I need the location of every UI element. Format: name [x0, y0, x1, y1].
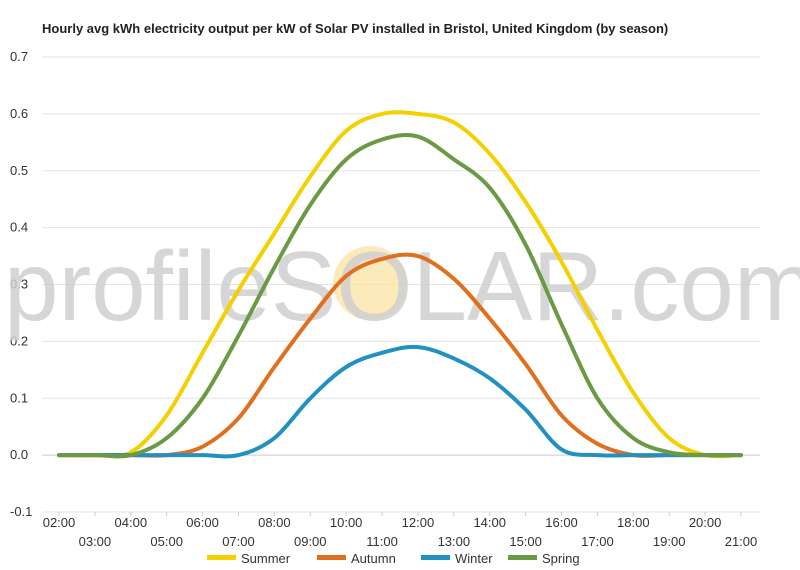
legend-label: Spring — [542, 551, 580, 566]
x-tick-label: 07:00 — [222, 534, 255, 549]
legend-label: Summer — [241, 551, 291, 566]
x-tick-label: 05:00 — [150, 534, 183, 549]
y-tick-label: -0.1 — [10, 504, 32, 519]
legend-swatch — [317, 555, 346, 560]
series-line-summer — [57, 110, 743, 459]
series-line-spring — [57, 133, 743, 459]
y-tick-label: 0.6 — [10, 106, 28, 121]
x-tick-label: 12:00 — [402, 515, 435, 530]
x-tick-label: 18:00 — [617, 515, 650, 530]
y-tick-label: 0.4 — [10, 220, 28, 235]
x-tick-label: 08:00 — [258, 515, 291, 530]
y-tick-label: 0.0 — [10, 447, 28, 462]
legend-label: Autumn — [351, 551, 396, 566]
y-tick-label: 0.1 — [10, 390, 28, 405]
x-tick-label: 14:00 — [473, 515, 506, 530]
x-tick-label: 20:00 — [689, 515, 722, 530]
y-tick-label: 0.2 — [10, 333, 28, 348]
legend-item-winter[interactable]: Winter — [421, 551, 493, 566]
legend-swatch — [207, 555, 236, 560]
x-tick-label: 04:00 — [115, 515, 148, 530]
series-line-winter — [57, 344, 743, 459]
legend-label: Winter — [455, 551, 493, 566]
x-tick-label: 06:00 — [186, 515, 219, 530]
y-axis-ticks: -0.1 0.0 0.1 0.2 0.3 0.4 0.5 0.6 0.7 — [10, 49, 32, 519]
x-tick-label: 19:00 — [653, 534, 686, 549]
x-tick-label: 21:00 — [725, 534, 758, 549]
x-tick-label: 13:00 — [438, 534, 471, 549]
legend-swatch — [508, 555, 537, 560]
x-tick-label: 17:00 — [581, 534, 614, 549]
legend-item-summer[interactable]: Summer — [207, 551, 291, 566]
legend[interactable]: Summer Autumn Winter Spring — [207, 551, 580, 566]
x-tick-label: 15:00 — [509, 534, 542, 549]
x-tick-label: 02:00 — [43, 515, 76, 530]
chart-title: Hourly avg kWh electricity output per kW… — [42, 21, 668, 36]
x-axis-ticks: 02:0003:0004:0005:0006:0007:0008:0009:00… — [43, 512, 758, 549]
watermark-sun-icon — [333, 246, 407, 320]
x-tick-label: 03:00 — [79, 534, 112, 549]
legend-item-autumn[interactable]: Autumn — [317, 551, 396, 566]
legend-item-spring[interactable]: Spring — [508, 551, 580, 566]
x-tick-label: 11:00 — [366, 534, 398, 549]
x-tick-label: 16:00 — [545, 515, 578, 530]
x-tick-label: 10:00 — [330, 515, 363, 530]
y-tick-label: 0.5 — [10, 163, 28, 178]
series-lines — [57, 110, 743, 459]
y-tick-label: 0.3 — [10, 277, 28, 292]
watermark-text: profileSOLAR.com — [4, 231, 800, 341]
y-tick-label: 0.7 — [10, 49, 28, 64]
legend-swatch — [421, 555, 450, 560]
watermark: profileSOLAR.com — [4, 231, 800, 341]
x-tick-label: 09:00 — [294, 534, 327, 549]
